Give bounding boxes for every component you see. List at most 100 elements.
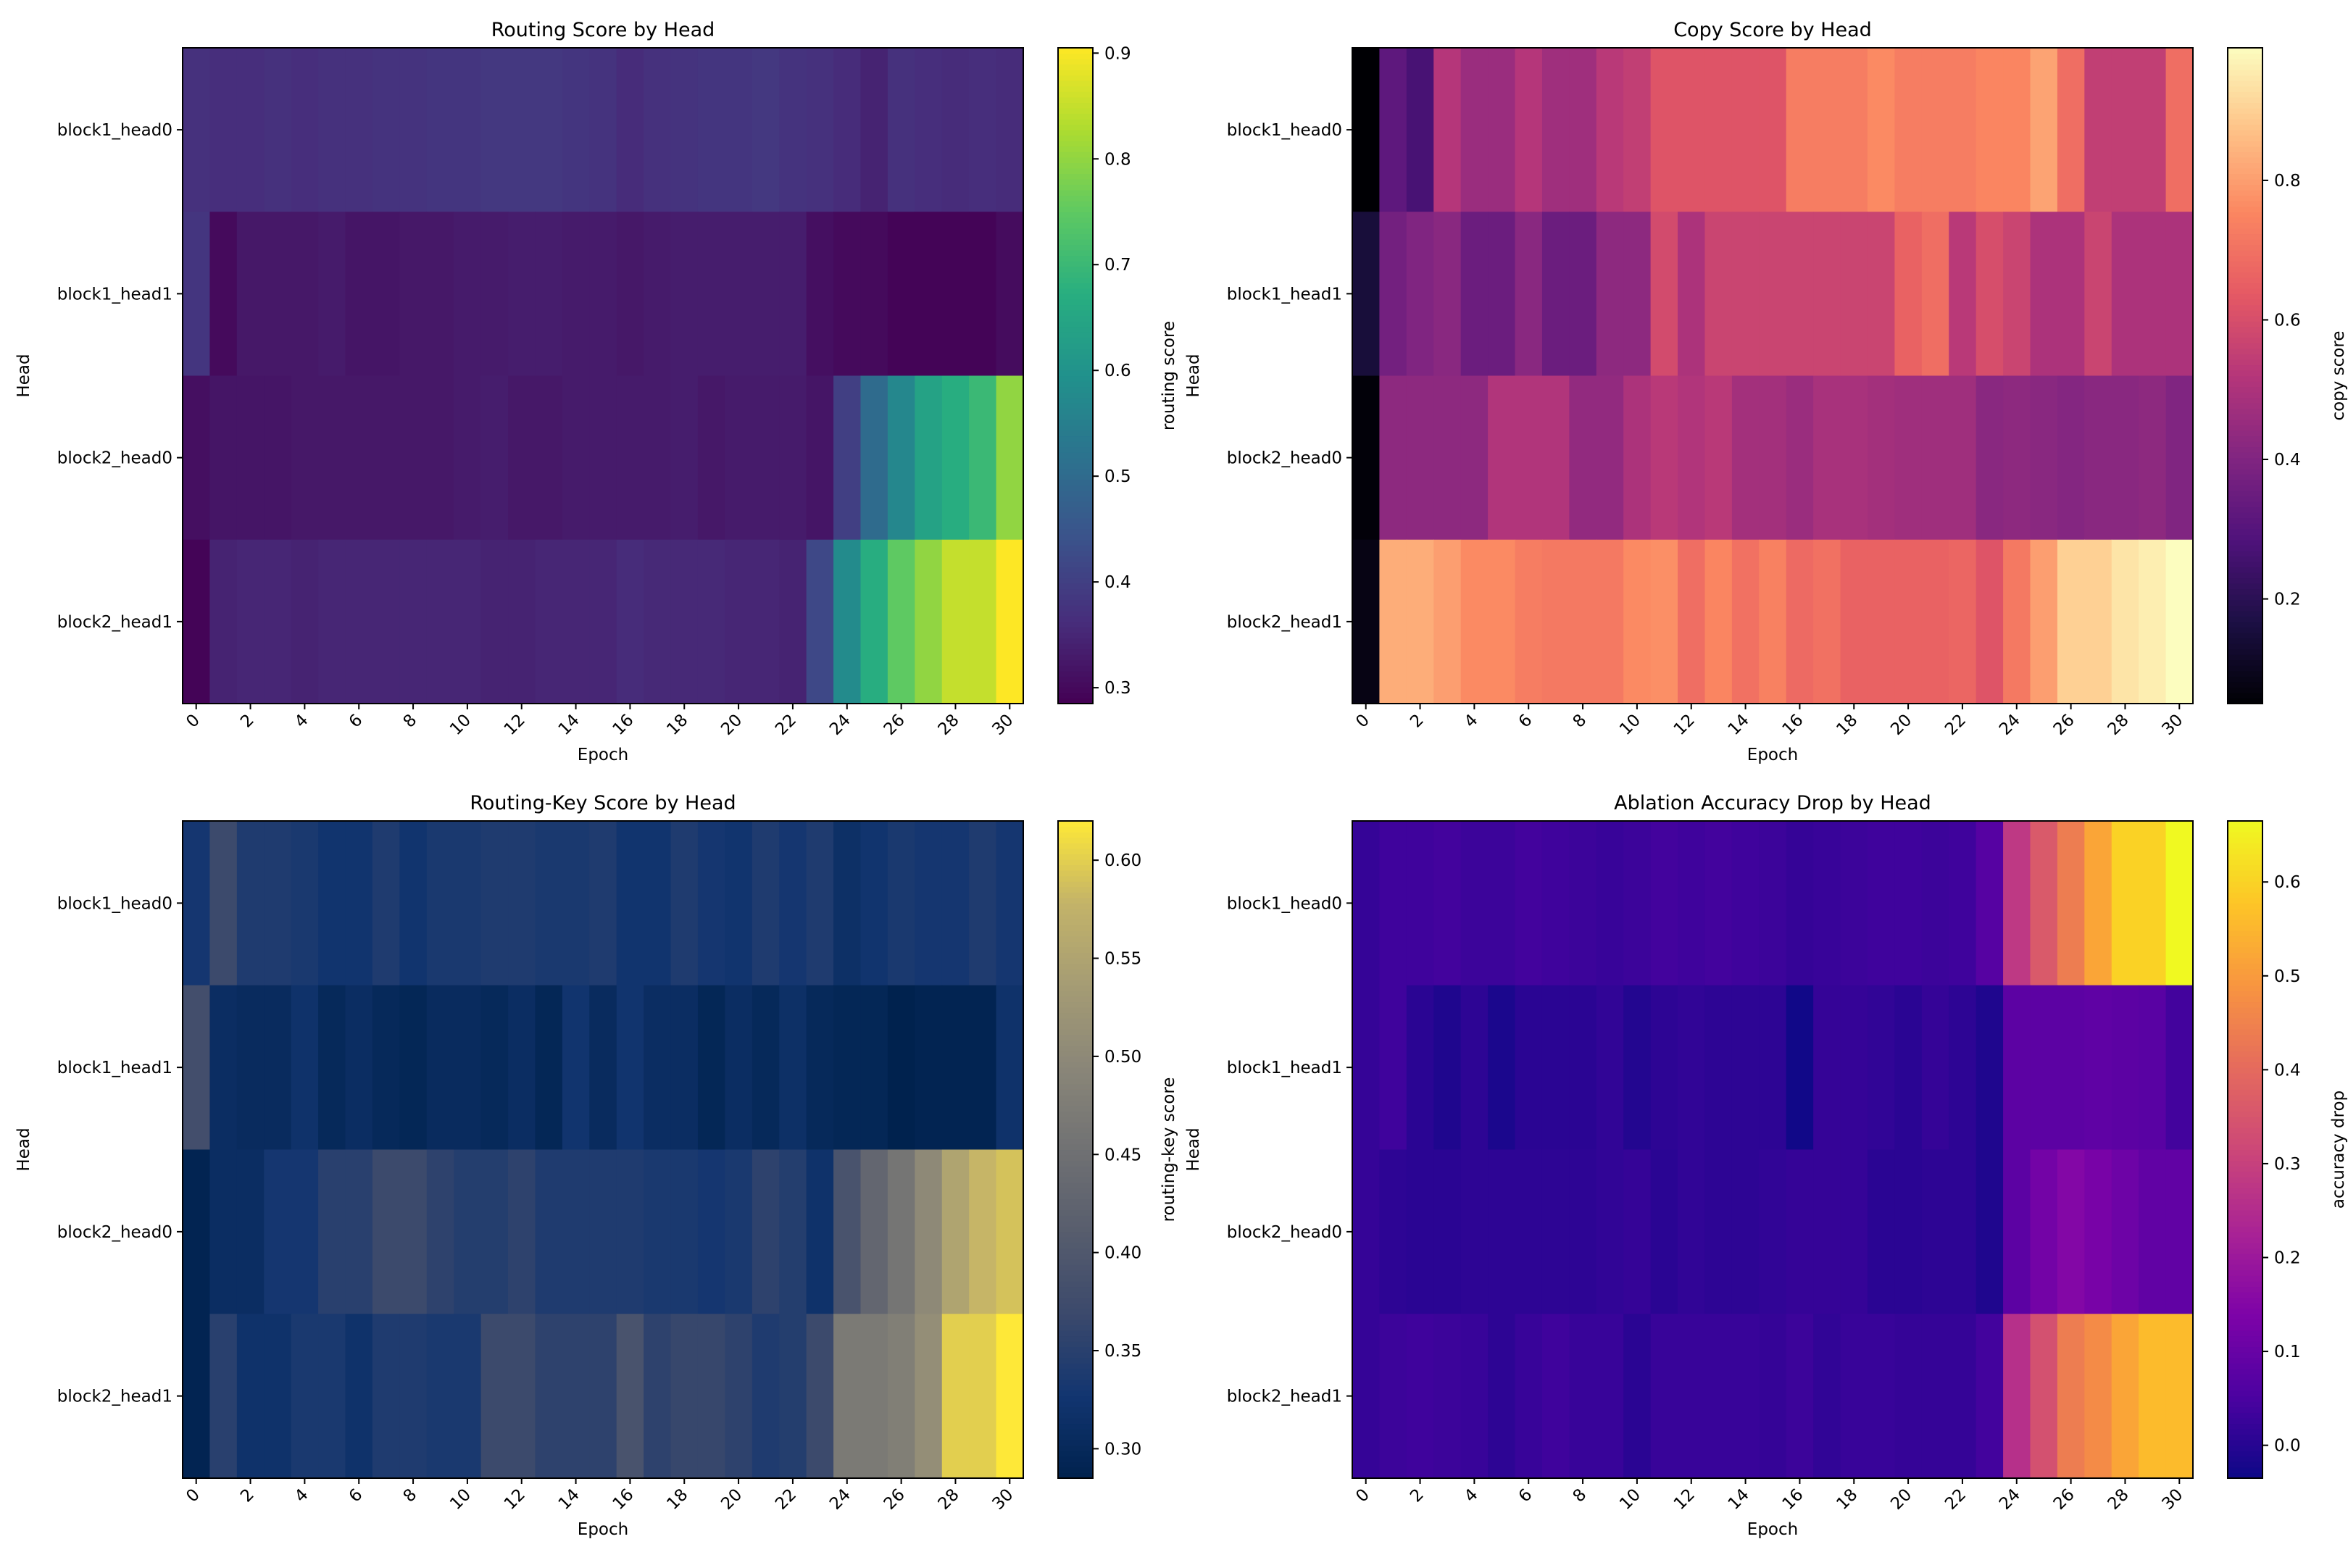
colorbar-segment [2228, 632, 2262, 639]
colorbar-segment [1058, 681, 1093, 688]
colorbar-segment [2228, 523, 2262, 530]
colorbar-segment [1058, 1083, 1093, 1090]
x-tick-label: 2 [237, 1485, 258, 1506]
colorbar-segment [2228, 517, 2262, 524]
heatmap-cell [1921, 821, 1949, 986]
heatmap-cell [426, 985, 454, 1151]
heatmap-cell [779, 375, 807, 541]
heatmap-cell [2030, 212, 2058, 377]
colorbar-segment [2228, 1193, 2262, 1200]
heatmap-cell [1596, 985, 1624, 1151]
heatmap-cell [1650, 985, 1678, 1151]
heatmap-cell [183, 985, 211, 1151]
heatmap-cell [670, 985, 699, 1151]
colorbar-segment [1058, 1056, 1093, 1063]
heatmap-cell [806, 48, 834, 212]
heatmap-cell [1949, 539, 1977, 704]
colorbar-tick-label: 0.6 [2274, 311, 2301, 330]
colorbar-segment [2228, 1133, 2262, 1139]
heatmap-cell [508, 375, 536, 541]
heatmap-cell [969, 539, 997, 704]
colorbar-segment [2228, 1094, 2262, 1101]
colorbar-segment [1058, 96, 1093, 104]
y-tick-label: block2_head1 [1227, 613, 1342, 632]
colorbar-segment [1058, 1259, 1093, 1265]
colorbar-segment [1058, 670, 1093, 677]
colorbar-segment [1058, 151, 1093, 158]
heatmap-cell [426, 1149, 454, 1314]
colorbar-segment [2228, 337, 2262, 343]
colorbar-segment [2228, 621, 2262, 628]
heatmap-cell [806, 375, 834, 541]
heatmap-cell [1623, 985, 1652, 1151]
colorbar-segment [2228, 1264, 2262, 1271]
colorbar-segment [2228, 272, 2262, 278]
colorbar-segment [1058, 1127, 1093, 1134]
heatmap-cell [969, 375, 997, 541]
heatmap-cell [562, 1314, 590, 1479]
colorbar-segment [1058, 1297, 1093, 1304]
x-tick-label: 8 [400, 1485, 421, 1506]
colorbar-segment [2228, 1423, 2262, 1430]
heatmap-cell [616, 375, 644, 541]
colorbar-segment [1058, 468, 1093, 475]
heatmap-cell [616, 1314, 644, 1479]
heatmap-cell [480, 985, 509, 1151]
colorbar-segment [1058, 206, 1093, 212]
colorbar-segment [2228, 408, 2262, 414]
colorbar-segment [1058, 195, 1093, 201]
colorbar-segment [1058, 212, 1093, 218]
x-tick-label: 20 [717, 711, 746, 739]
colorbar-segment [2228, 53, 2262, 59]
colorbar-segment [1058, 244, 1093, 251]
heatmap-cell [887, 212, 915, 377]
colorbar-segment [2228, 925, 2262, 931]
colorbar-segment [2228, 435, 2262, 442]
heatmap-cell [1569, 1149, 1597, 1314]
x-tick-label: 12 [1670, 1485, 1699, 1514]
colorbar-segment [1058, 1062, 1093, 1068]
colorbar-segment [1058, 283, 1093, 289]
colorbar-segment [1058, 588, 1093, 595]
colorbar-segment [2228, 1111, 2262, 1117]
colorbar-segment [1058, 556, 1093, 562]
colorbar-segment [1058, 539, 1093, 546]
heatmap-cell [697, 1314, 725, 1479]
x-tick-label: 28 [2105, 711, 2133, 739]
colorbar-segment [2228, 233, 2262, 240]
colorbar-segment [1058, 1012, 1093, 1019]
colorbar-segment [1058, 843, 1093, 849]
colorbar-tick-label: 0.4 [2274, 1061, 2301, 1080]
colorbar-segment [2228, 283, 2262, 289]
heatmap-cell [508, 212, 536, 377]
heatmap-cell [670, 539, 699, 704]
heatmap-cell [345, 375, 373, 541]
heatmap-cell [399, 1149, 428, 1314]
colorbar-segment [2228, 1072, 2262, 1079]
heatmap-cell [2084, 48, 2112, 212]
heatmap-cell [1433, 1314, 1462, 1479]
colorbar-segment [2228, 1051, 2262, 1057]
heatmap-cell [644, 1149, 672, 1314]
heatmap-cell [725, 48, 753, 212]
colorbar-tick-label: 0.2 [2274, 591, 2301, 609]
colorbar-segment [2228, 228, 2262, 235]
colorbar-segment [1058, 501, 1093, 508]
colorbar-segment [1058, 1335, 1093, 1342]
heatmap-cell [1460, 821, 1489, 986]
colorbar-segment [2228, 1412, 2262, 1419]
colorbar-frame [2227, 47, 2263, 704]
heatmap-cell [697, 539, 725, 704]
heatmap-cell [2057, 1149, 2085, 1314]
heatmap-cell [1949, 985, 1977, 1151]
colorbar-segment [2228, 649, 2262, 655]
colorbar-segment [1058, 343, 1093, 349]
heatmap-cell [1406, 821, 1434, 986]
colorbar-segment [1058, 80, 1093, 87]
heatmap-cell [969, 1314, 997, 1479]
heatmap-cell [1678, 1149, 1706, 1314]
colorbar-segment [1058, 561, 1093, 568]
heatmap-cell [2030, 375, 2058, 541]
colorbar-tick-label: 0.45 [1104, 1146, 1141, 1164]
heatmap-cell [1949, 212, 1977, 377]
